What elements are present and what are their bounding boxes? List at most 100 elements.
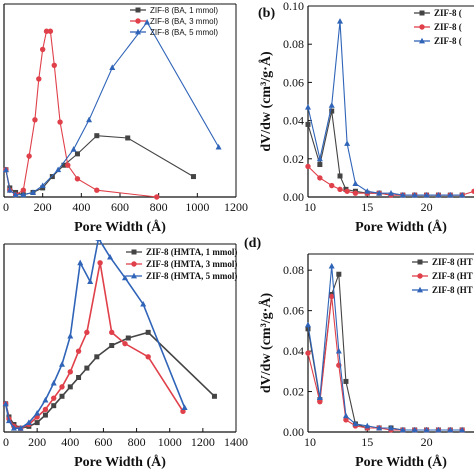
data-point — [337, 18, 344, 24]
data-point — [336, 271, 342, 277]
data-point — [447, 426, 454, 433]
data-point — [25, 419, 32, 425]
series-3 — [305, 18, 466, 198]
x-tick-label: 600 — [111, 200, 129, 214]
y-tick-label: 0.06 — [283, 304, 304, 318]
data-point — [97, 260, 103, 266]
data-point — [36, 76, 42, 82]
data-point — [32, 117, 38, 123]
data-point — [70, 146, 77, 152]
data-point — [94, 354, 100, 360]
data-point — [328, 102, 335, 108]
legend-marker — [131, 272, 137, 279]
y-tick-label: 0.00 — [283, 425, 304, 439]
legend-marker — [419, 10, 425, 16]
x-tick-label: 15 — [361, 200, 373, 214]
data-point — [59, 361, 65, 367]
series-line — [5, 135, 194, 196]
data-point — [51, 403, 57, 409]
x-tick-label: 0 — [3, 200, 9, 214]
data-point — [471, 188, 474, 194]
data-point — [125, 335, 131, 341]
x-tick-label: 1400 — [224, 435, 248, 449]
x-axis-label: Pore Width (Å) — [74, 454, 166, 470]
data-point — [2, 400, 9, 407]
data-point — [5, 417, 12, 424]
data-point — [109, 329, 115, 336]
data-point — [122, 340, 128, 347]
data-point — [61, 162, 67, 168]
legend-label: ZIF-8 (HMTA, 3 mmol) — [146, 259, 237, 269]
data-point — [50, 379, 57, 386]
data-point — [352, 190, 359, 196]
data-point — [364, 422, 371, 429]
data-point — [423, 191, 430, 198]
data-point — [376, 424, 383, 431]
data-point — [76, 374, 82, 380]
data-point — [376, 189, 383, 196]
data-point — [107, 253, 114, 260]
legend-marker — [417, 286, 423, 293]
x-tick-label: 10 — [304, 435, 316, 449]
data-point — [329, 182, 335, 189]
data-point — [305, 321, 311, 328]
data-point — [342, 412, 349, 419]
data-point — [75, 348, 82, 354]
data-point — [109, 343, 115, 349]
data-point — [42, 396, 49, 403]
data-point — [411, 426, 418, 433]
data-point — [399, 426, 406, 433]
data-point — [459, 426, 466, 433]
data-point — [74, 176, 81, 182]
legend-marker — [419, 24, 425, 30]
data-point — [43, 28, 50, 34]
data-point — [65, 162, 71, 168]
y-tick-label: 0.08 — [283, 263, 304, 277]
data-point — [2, 166, 9, 173]
data-point — [411, 191, 418, 198]
legend-label: ZIF-8 ( — [434, 36, 462, 46]
data-point — [352, 180, 359, 187]
legend-label: ZIF-8 ( — [434, 22, 462, 32]
x-tick-label: 0 — [3, 435, 9, 449]
legend-label: ZIF-8 (HT — [432, 257, 473, 267]
data-point — [154, 194, 160, 200]
data-point — [459, 191, 466, 198]
data-point — [145, 354, 151, 360]
y-tick-label: 0.04 — [283, 344, 304, 358]
legend-label: ZIF-8 ( — [434, 8, 462, 18]
data-point — [34, 410, 41, 416]
data-point — [335, 347, 342, 354]
data-point — [144, 18, 151, 25]
series-1 — [3, 133, 196, 198]
x-axis-label: Pore Width (Å) — [74, 219, 166, 235]
legend-marker — [135, 28, 141, 35]
legend-marker — [417, 273, 423, 279]
data-point — [57, 119, 63, 125]
x-tick-label: 20 — [421, 200, 433, 214]
legend: ZIF-8 ( ZIF-8 ( ZIF-8 ( — [414, 8, 462, 46]
legend-label: ZIF-8 (HMTA, 5 mmol) — [146, 271, 237, 281]
series-line — [4, 262, 184, 430]
x-axis-label: Pore Width (Å) — [355, 454, 447, 470]
data-point — [435, 191, 442, 198]
x-tick-label: 20 — [421, 435, 433, 449]
data-point — [67, 369, 73, 375]
data-point — [95, 240, 102, 241]
data-point — [67, 384, 73, 390]
data-point — [364, 188, 371, 194]
chart-panel-c: 0 200 400 600 800 1000 1200 1400 Pore Width (Å) Z… — [2, 240, 248, 470]
x-tick-label: 1200 — [191, 435, 215, 449]
x-tick-label: 15 — [361, 435, 373, 449]
data-point — [305, 350, 311, 356]
data-point — [145, 329, 151, 335]
data-point — [125, 135, 131, 141]
x-axis-label: Pore Width (Å) — [355, 219, 447, 235]
data-point — [343, 417, 349, 423]
data-point — [20, 191, 27, 198]
data-point — [30, 189, 36, 195]
data-point — [423, 426, 430, 433]
data-point — [10, 425, 17, 431]
x-tick-label: 200 — [28, 435, 46, 449]
data-point — [42, 412, 48, 418]
